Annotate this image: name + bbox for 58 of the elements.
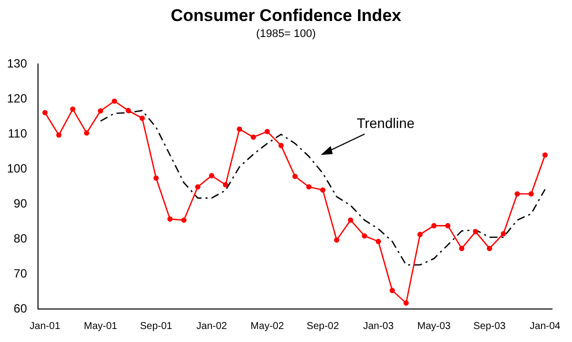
point [320, 187, 326, 193]
point [403, 300, 409, 306]
point [98, 108, 104, 114]
point [528, 191, 534, 196]
point [472, 229, 478, 234]
y-tick-label: 90 [14, 196, 28, 210]
point [209, 173, 214, 178]
point [390, 288, 395, 294]
point [195, 184, 200, 190]
x-tick-label: Sep-02 [306, 320, 340, 332]
chart-title: Consumer Confidence Index [170, 6, 402, 27]
point [153, 175, 159, 181]
y-tick-label: 80 [14, 231, 28, 246]
x-tick-label: Jan-04 [530, 320, 561, 332]
x-tick-label: Sep-03 [473, 320, 506, 332]
point [486, 246, 492, 252]
point [112, 98, 118, 104]
point [181, 217, 187, 223]
point [514, 191, 520, 196]
point [56, 132, 62, 138]
point [70, 106, 76, 112]
x-tick-label: May-03 [417, 320, 452, 332]
point [542, 152, 548, 158]
point [140, 116, 145, 121]
x-tick-label: Jan-03 [363, 320, 394, 332]
point [167, 216, 173, 222]
y-tick-label: 130 [6, 56, 28, 70]
point [445, 223, 450, 228]
x-tick-label: May-01 [84, 320, 118, 332]
point [459, 246, 464, 252]
point [417, 232, 423, 238]
y-tick-label: 60 [14, 301, 28, 316]
point [376, 238, 382, 244]
point [306, 184, 312, 190]
point [362, 233, 368, 238]
point [42, 110, 48, 116]
point [250, 134, 256, 140]
point [431, 223, 437, 228]
y-tick-label: 100 [6, 161, 28, 176]
point [236, 126, 242, 132]
point [500, 231, 506, 236]
y-tick-label: 110 [8, 126, 28, 140]
point [334, 237, 340, 243]
point [292, 174, 298, 179]
point [348, 217, 354, 223]
point [84, 130, 90, 136]
x-tick-label: Jan-01 [30, 320, 61, 332]
point [278, 142, 284, 148]
y-tick-label: 70 [14, 266, 28, 280]
x-tick-label: Jan-02 [196, 320, 228, 332]
point [222, 182, 228, 188]
x-tick-label: Sep-01 [140, 320, 173, 332]
x-tick-label: May-02 [250, 320, 284, 332]
point [264, 128, 270, 134]
y-tick-label: 120 [6, 91, 28, 106]
chart-subtitle: (1985= 100) [255, 28, 317, 42]
point [126, 108, 131, 114]
annotation: Trendline [356, 114, 415, 131]
